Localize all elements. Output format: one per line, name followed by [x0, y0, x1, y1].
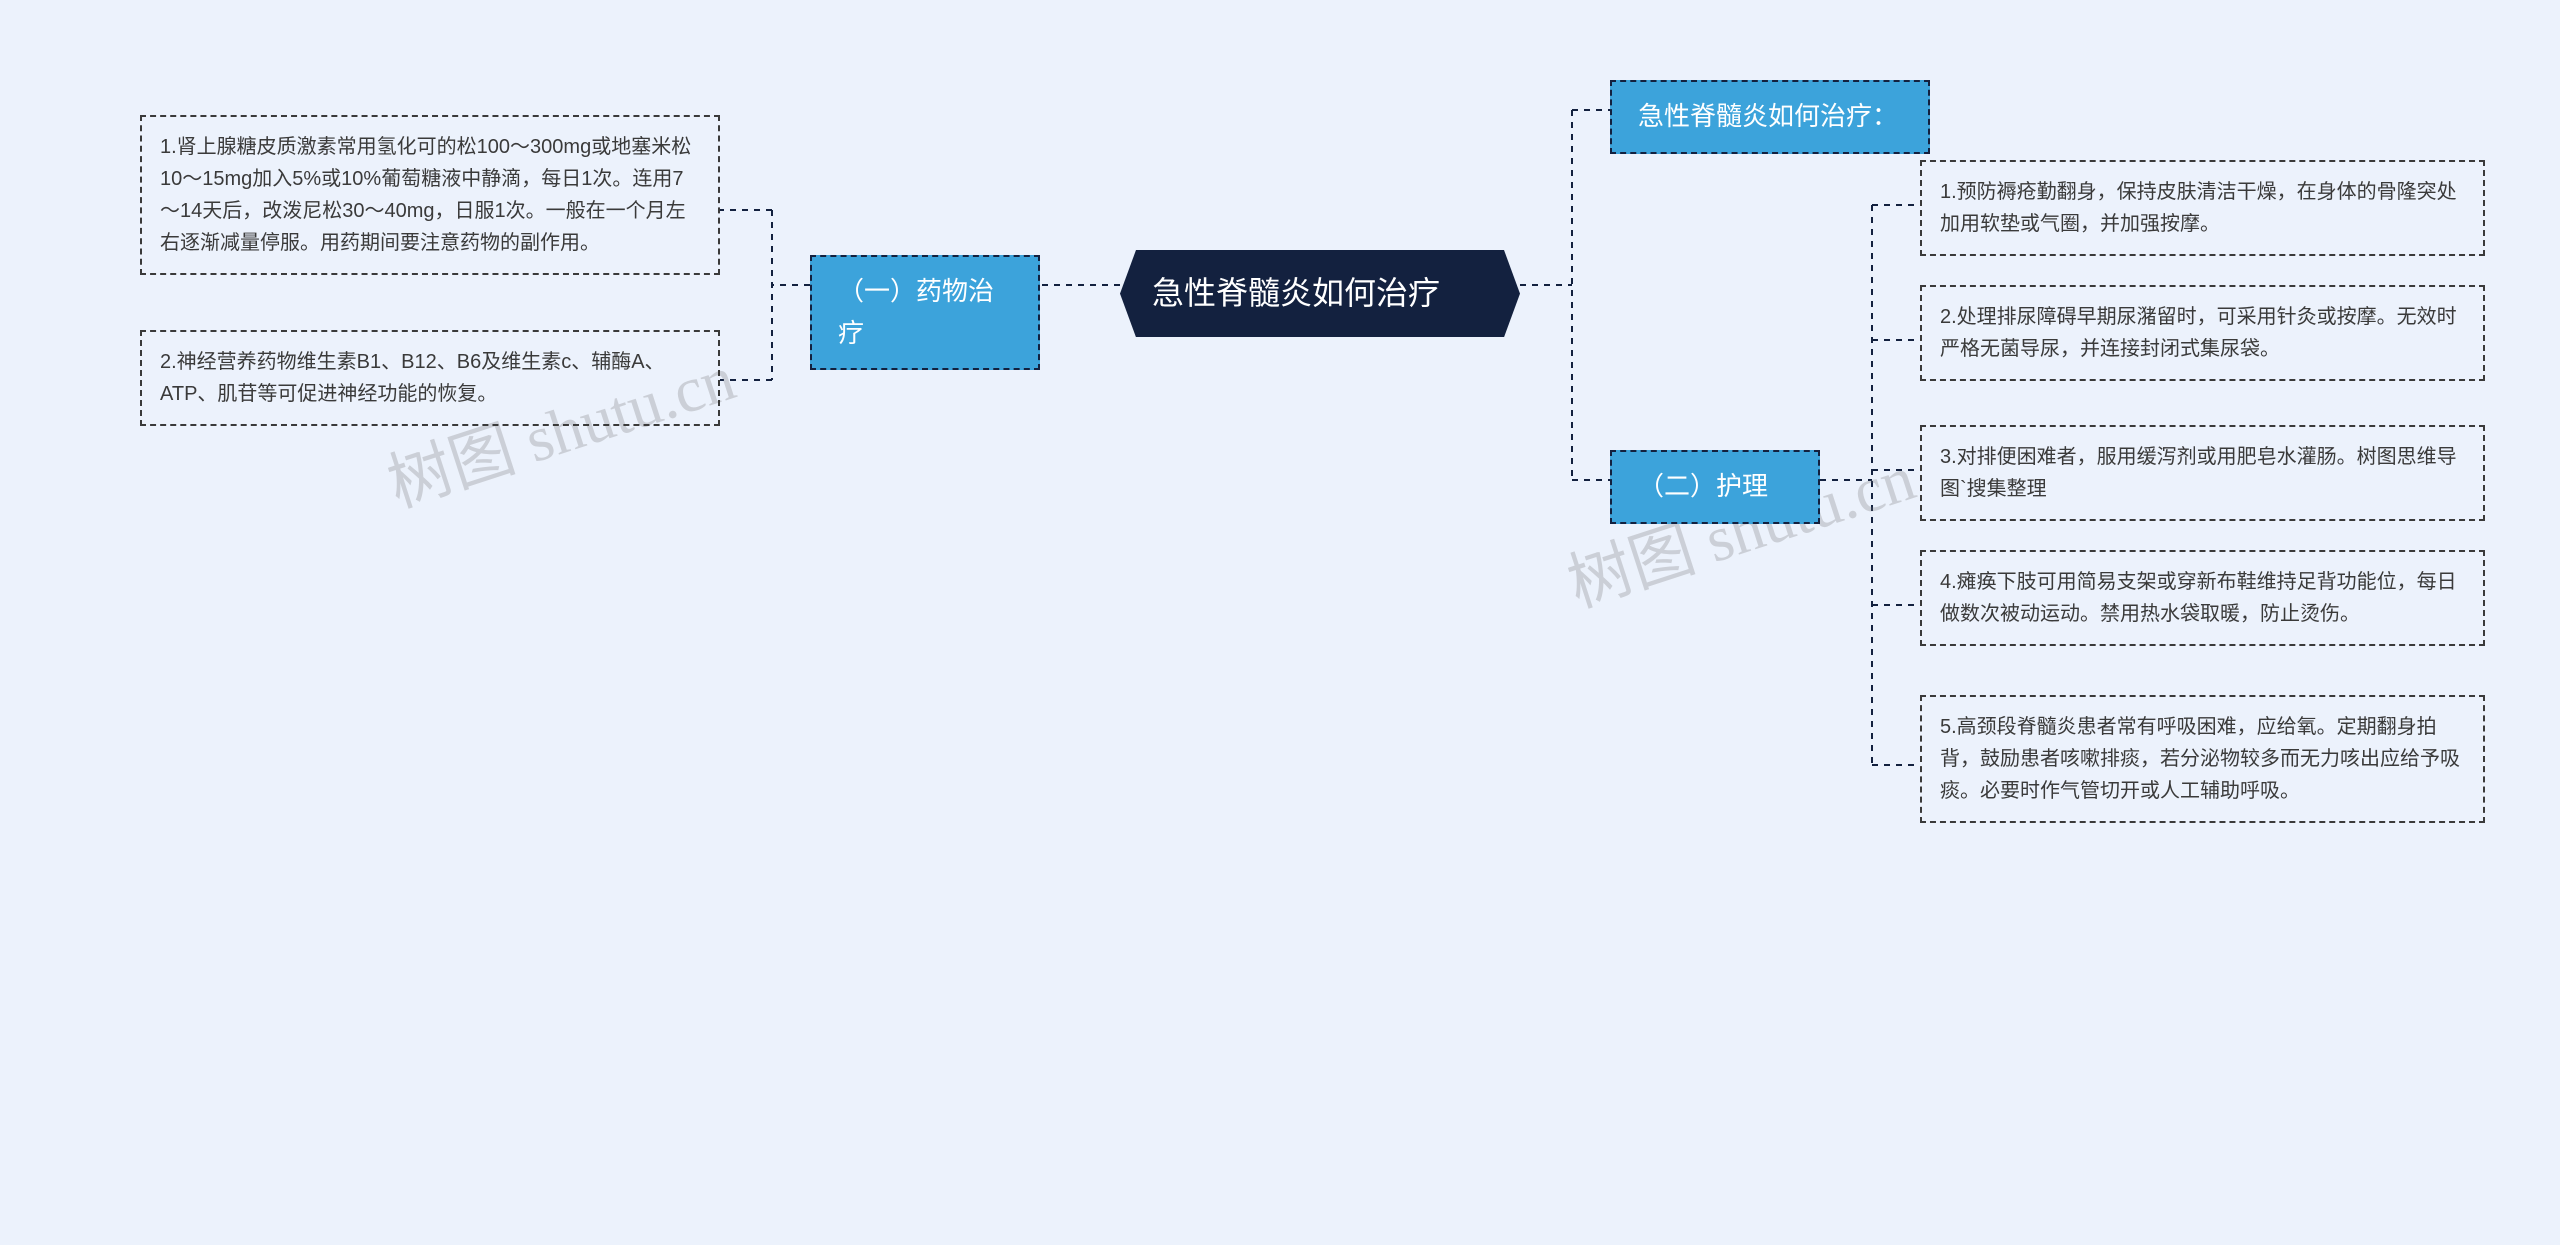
category-medication-label: （一）药物治疗 [838, 276, 994, 348]
leaf-nursing-2-text: 2.处理排尿障碍早期尿潴留时，可采用针灸或按摩。无效时严格无菌导尿，并连接封闭式… [1940, 306, 2457, 360]
leaf-nursing-3[interactable]: 3.对排便困难者，服用缓泻剂或用肥皂水灌肠。树图思维导图`搜集整理 [1920, 425, 2485, 521]
category-heading-right[interactable]: 急性脊髓炎如何治疗： [1610, 80, 1930, 154]
category-nursing[interactable]: （二）护理 [1610, 450, 1820, 524]
mindmap-canvas: 树图 shutu.cn 树图 shutu.cn 急性脊髓炎如何治疗 （一）药物治… [0, 0, 2560, 1245]
leaf-nursing-2[interactable]: 2.处理排尿障碍早期尿潴留时，可采用针灸或按摩。无效时严格无菌导尿，并连接封闭式… [1920, 285, 2485, 381]
category-nursing-label: （二）护理 [1638, 471, 1768, 501]
leaf-medication-1[interactable]: 1.肾上腺糖皮质激素常用氢化可的松100～300mg或地塞米松10～15mg加入… [140, 115, 720, 275]
leaf-nursing-4[interactable]: 4.瘫痪下肢可用简易支架或穿新布鞋维持足背功能位，每日做数次被动运动。禁用热水袋… [1920, 550, 2485, 646]
leaf-nursing-5-text: 5.高颈段脊髓炎患者常有呼吸困难，应给氧。定期翻身拍背，鼓励患者咳嗽排痰，若分泌… [1940, 716, 2460, 802]
category-medication[interactable]: （一）药物治疗 [810, 255, 1040, 370]
leaf-nursing-1-text: 1.预防褥疮勤翻身，保持皮肤清洁干燥，在身体的骨隆突处加用软垫或气圈，并加强按摩… [1940, 181, 2457, 235]
category-heading-right-label: 急性脊髓炎如何治疗： [1638, 101, 1898, 131]
leaf-nursing-3-text: 3.对排便困难者，服用缓泻剂或用肥皂水灌肠。树图思维导图`搜集整理 [1940, 446, 2457, 500]
root-label: 急性脊髓炎如何治疗 [1152, 275, 1440, 311]
leaf-nursing-5[interactable]: 5.高颈段脊髓炎患者常有呼吸困难，应给氧。定期翻身拍背，鼓励患者咳嗽排痰，若分泌… [1920, 695, 2485, 823]
leaf-medication-2-text: 2.神经营养药物维生素B1、B12、B6及维生素c、辅酶A、ATP、肌苷等可促进… [160, 351, 665, 405]
leaf-nursing-1[interactable]: 1.预防褥疮勤翻身，保持皮肤清洁干燥，在身体的骨隆突处加用软垫或气圈，并加强按摩… [1920, 160, 2485, 256]
leaf-medication-2[interactable]: 2.神经营养药物维生素B1、B12、B6及维生素c、辅酶A、ATP、肌苷等可促进… [140, 330, 720, 426]
leaf-nursing-4-text: 4.瘫痪下肢可用简易支架或穿新布鞋维持足背功能位，每日做数次被动运动。禁用热水袋… [1940, 571, 2457, 625]
root-node[interactable]: 急性脊髓炎如何治疗 [1120, 250, 1520, 337]
leaf-medication-1-text: 1.肾上腺糖皮质激素常用氢化可的松100～300mg或地塞米松10～15mg加入… [160, 136, 691, 254]
